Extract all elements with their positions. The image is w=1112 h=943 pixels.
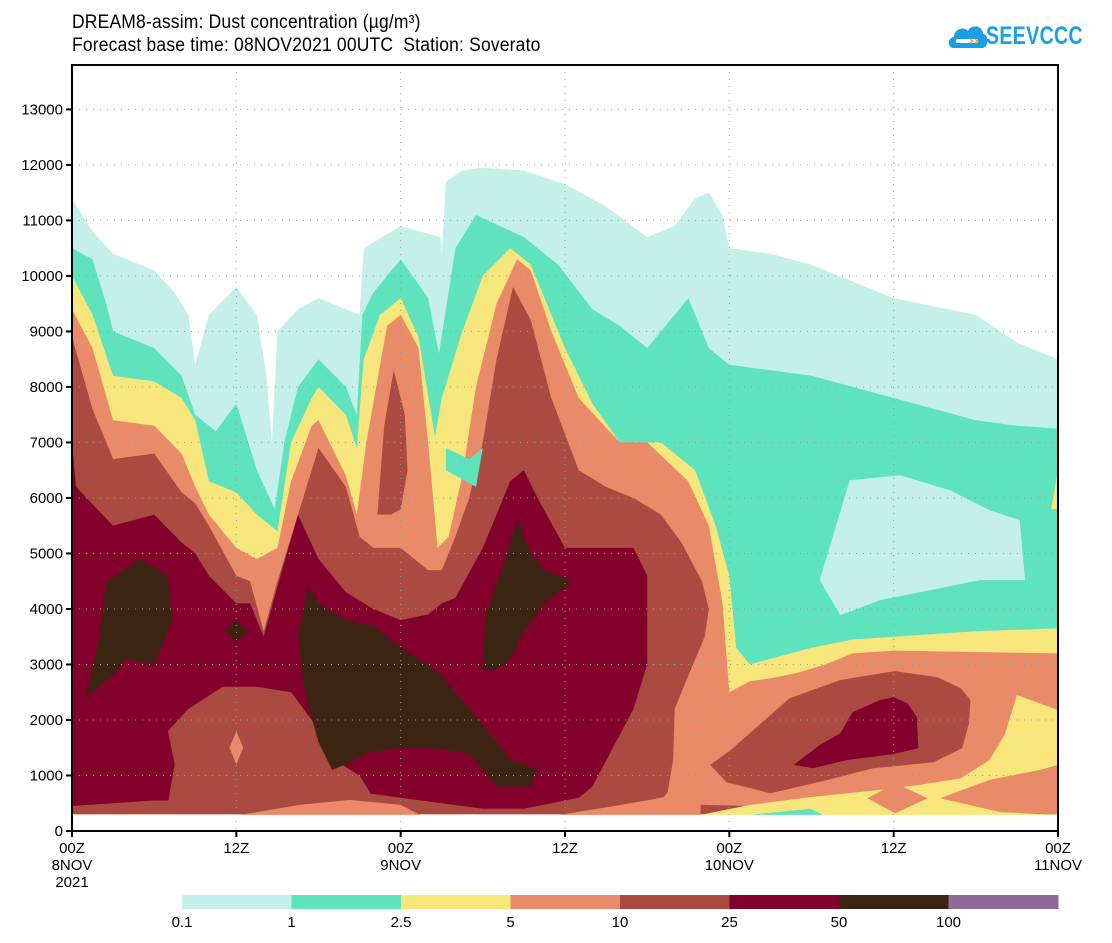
colorbar-swatch-50 <box>839 895 949 909</box>
y-tick-label: 10000 <box>21 268 63 285</box>
contour-patch-5 <box>229 731 244 765</box>
logo-text: SEEVCCC <box>986 22 1084 50</box>
x-tick-label: 8NOV <box>52 857 93 874</box>
contour-patch-50 <box>298 586 538 787</box>
contour-patch-5 <box>559 789 701 815</box>
contour-patch-0.1 <box>819 475 1026 616</box>
chart-title: DREAM8-assim: Dust concentration (µg/m³) <box>72 12 421 33</box>
colorbar-label: 5 <box>506 914 514 931</box>
y-tick-label: 5000 <box>30 545 63 562</box>
colorbar-label: 0.1 <box>172 914 193 931</box>
y-tick-label: 9000 <box>30 323 63 340</box>
colorbar-swatch-2.5 <box>401 895 511 909</box>
y-tick-label: 3000 <box>30 656 63 673</box>
x-tick-label: 9NOV <box>380 857 421 874</box>
y-tick-label: 12000 <box>21 157 63 174</box>
colorbar-label: 25 <box>721 914 738 931</box>
colorbar-label: 10 <box>612 914 629 931</box>
colorbar-label: 100 <box>936 914 961 931</box>
contour-patch-10 <box>377 370 408 515</box>
y-tick-label: 4000 <box>30 601 63 618</box>
x-tick-label: 12Z <box>223 840 249 857</box>
colorbar-swatch-1 <box>291 895 402 909</box>
y-tick-label: 13000 <box>21 101 63 118</box>
colorbar-swatch-0.1 <box>182 895 292 909</box>
contour-patch-25 <box>793 697 919 769</box>
colorbar-swatch-5 <box>510 895 621 909</box>
cloud-icon <box>948 26 988 48</box>
x-tick-label: 11NOV <box>1034 857 1082 874</box>
y-tick-label: 8000 <box>30 379 63 396</box>
contour-patch-10 <box>167 686 374 804</box>
colorbar-swatch-100 <box>948 895 1059 909</box>
colorbar-swatch-25 <box>729 895 840 909</box>
colorbar-label: 1 <box>287 914 295 931</box>
y-tick-label: 2000 <box>30 712 63 729</box>
x-tick-label: 2021 <box>55 874 88 891</box>
contour-patch-50 <box>225 620 248 643</box>
colorbar-label: 50 <box>831 914 848 931</box>
y-tick-label: 0 <box>55 823 63 840</box>
contour-patch-5 <box>867 783 928 814</box>
y-tick-label: 6000 <box>30 490 63 507</box>
y-tick-label: 7000 <box>30 434 63 451</box>
contour-patch-1 <box>749 808 823 815</box>
y-tick-label: 1000 <box>30 767 63 784</box>
contour-patch-2.5 <box>700 695 1058 815</box>
x-tick-label: 10NOV <box>705 857 754 874</box>
contour-patch-10 <box>710 671 971 794</box>
contour-patch-1 <box>445 448 483 487</box>
contour-patch-2.5 <box>1051 470 1058 510</box>
x-tick-label: 00Z <box>59 840 85 857</box>
x-tick-label: 00Z <box>1045 840 1071 857</box>
chart-subtitle: Forecast base time: 08NOV2021 00UTC Stat… <box>72 35 541 56</box>
axes: 0 1000 2000 3000 4000 5000 6000 7000 8000 9000 100… <box>21 101 1082 891</box>
colorbar-swatch-10 <box>620 895 730 909</box>
x-tick-label: 00Z <box>388 840 414 857</box>
contour-patch-50 <box>85 559 172 698</box>
colorbar: 0.1 1 2.5 5 10 25 50 100 <box>172 895 1059 931</box>
contour-fills <box>72 167 1058 815</box>
x-tick-label: 00Z <box>716 840 742 857</box>
y-tick-label: 11000 <box>22 212 63 229</box>
contour-patch-5 <box>240 799 420 815</box>
contour-patch-50 <box>482 520 572 670</box>
colorbar-label: 2.5 <box>391 914 412 931</box>
x-tick-label: 12Z <box>552 840 578 857</box>
x-tick-label: 12Z <box>881 840 907 857</box>
seevccc-logo: SEEVCCC <box>946 16 1102 56</box>
